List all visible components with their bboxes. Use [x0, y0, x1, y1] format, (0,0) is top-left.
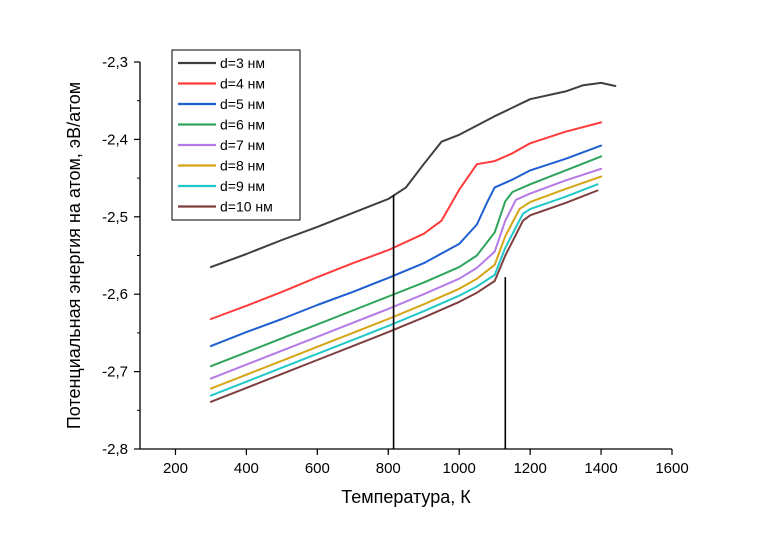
- y-tick-label: -2,3: [102, 54, 128, 71]
- legend-box: [171, 49, 301, 221]
- y-tick-label: -2,7: [102, 364, 128, 381]
- x-tick-label: 1000: [443, 460, 476, 477]
- series-line-7: [209, 183, 599, 397]
- x-tick-label: 600: [305, 460, 330, 477]
- legend: d=3 нм d=4 нм d=5 нм d=6 нм d=7 нм d=8 нм d=9 …: [171, 49, 301, 221]
- y-tick-label: -2,5: [102, 209, 128, 226]
- y-tick-label: -2,8: [102, 441, 128, 458]
- x-tick-label: 1400: [584, 460, 617, 477]
- series-line-2: [209, 121, 603, 320]
- x-tick-label: 1200: [513, 460, 546, 477]
- series-line-3: [209, 144, 603, 348]
- legend-label: d=4 нм: [220, 76, 265, 92]
- series-line-8: [209, 189, 599, 403]
- series-line-1: [209, 81, 617, 269]
- legend-label: d=6 нм: [220, 117, 265, 133]
- series-line-5: [209, 167, 603, 380]
- y-tick-label: -2,4: [102, 131, 128, 148]
- y-tick-label: -2,6: [102, 286, 128, 303]
- series-line-6: [209, 175, 603, 390]
- plot-area: [209, 81, 617, 449]
- legend-label: d=10 нм: [220, 199, 273, 215]
- x-axis-title: Температура, К: [341, 487, 471, 507]
- x-tick-label: 800: [376, 460, 401, 477]
- x-tick-label: 200: [163, 460, 188, 477]
- legend-label: d=8 нм: [220, 158, 265, 174]
- legend-label: d=5 нм: [220, 96, 265, 112]
- x-tick-label: 1600: [655, 460, 688, 477]
- x-tick-label: 400: [234, 460, 259, 477]
- legend-label: d=9 нм: [220, 178, 265, 194]
- series-line-4: [209, 155, 603, 368]
- legend-label: d=7 нм: [220, 137, 265, 153]
- legend-label: d=3 нм: [220, 55, 265, 71]
- axes: 200 400 600 800 1000 1200 1400 1600 -2,8 -2,7 -2,6…: [64, 54, 689, 507]
- y-axis-title: Потенциальная энергия на атом, эВ/атом: [64, 82, 84, 429]
